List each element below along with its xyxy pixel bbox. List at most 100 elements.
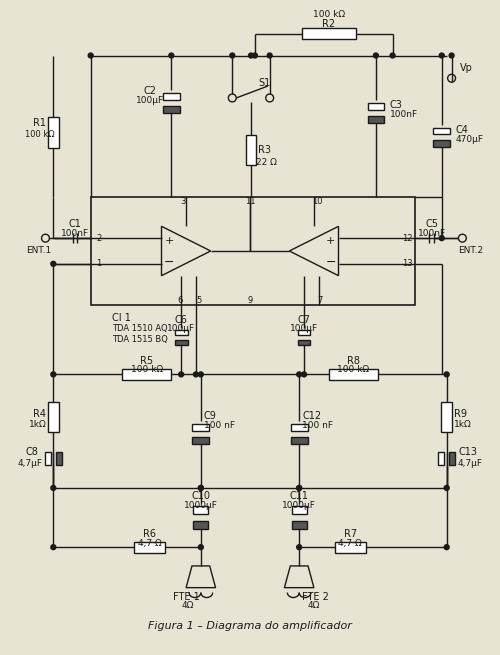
Polygon shape (290, 227, 339, 276)
Circle shape (42, 234, 50, 242)
Text: −: − (326, 256, 336, 269)
Circle shape (296, 372, 302, 377)
Bar (438, 452, 444, 465)
Circle shape (252, 53, 258, 58)
Text: C12: C12 (302, 411, 321, 421)
Circle shape (51, 545, 56, 550)
Circle shape (374, 53, 378, 58)
Text: C3: C3 (390, 100, 402, 110)
Circle shape (458, 234, 466, 242)
Bar (328, 369, 378, 380)
Circle shape (178, 372, 184, 377)
Bar (449, 452, 455, 465)
Text: 13: 13 (402, 259, 412, 269)
Circle shape (440, 236, 444, 240)
Text: 11: 11 (245, 197, 256, 206)
Circle shape (266, 94, 274, 102)
Circle shape (444, 372, 449, 377)
Text: TDA 1515 BQ: TDA 1515 BQ (112, 335, 168, 345)
Text: R6: R6 (143, 529, 156, 539)
Bar (434, 140, 450, 147)
Bar (90, 196, 415, 305)
Text: C13: C13 (459, 447, 478, 457)
Bar (45, 452, 51, 465)
Text: 100 kΩ: 100 kΩ (130, 365, 163, 374)
Text: FTE 1: FTE 1 (172, 591, 200, 601)
Text: C4: C4 (456, 124, 468, 134)
Bar (134, 542, 166, 553)
Text: S1: S1 (258, 78, 271, 88)
Text: 1kΩ: 1kΩ (454, 421, 471, 429)
Bar (56, 452, 62, 465)
Bar (194, 506, 208, 514)
Circle shape (194, 372, 198, 377)
Text: FTE 2: FTE 2 (302, 591, 330, 601)
Text: C9: C9 (204, 411, 216, 421)
Text: 22 Ω: 22 Ω (256, 158, 277, 166)
Text: −: − (164, 256, 174, 269)
Bar (163, 93, 180, 100)
Text: 4,7 Ω: 4,7 Ω (138, 538, 162, 548)
Circle shape (449, 53, 454, 58)
Circle shape (296, 485, 302, 491)
Text: +: + (326, 236, 336, 246)
Bar (48, 117, 58, 148)
Bar (298, 331, 310, 335)
Text: R9: R9 (454, 409, 467, 419)
Text: 3: 3 (180, 197, 186, 206)
Bar (291, 437, 308, 443)
Text: C5: C5 (426, 219, 438, 229)
Bar (298, 341, 310, 345)
Circle shape (169, 53, 174, 58)
Text: 4,7μF: 4,7μF (17, 458, 42, 468)
Bar (175, 341, 188, 345)
Text: Figura 1 – Diagrama do amplificador: Figura 1 – Diagrama do amplificador (148, 621, 352, 631)
Circle shape (448, 74, 456, 82)
Circle shape (198, 372, 203, 377)
Text: 470μF: 470μF (456, 135, 483, 144)
Circle shape (302, 372, 306, 377)
Text: 7: 7 (317, 296, 322, 305)
Bar (368, 103, 384, 110)
Bar (192, 437, 209, 443)
Text: 2: 2 (96, 234, 101, 242)
Text: 4Ω: 4Ω (308, 601, 320, 610)
Text: C10: C10 (192, 491, 210, 501)
Circle shape (51, 485, 56, 491)
Text: 100 nF: 100 nF (302, 421, 333, 430)
Bar (442, 402, 452, 432)
Text: 100μF: 100μF (290, 324, 318, 333)
Bar (292, 521, 306, 529)
Text: R8: R8 (347, 356, 360, 365)
Bar (334, 542, 366, 553)
Text: Vp: Vp (460, 64, 472, 73)
Text: 5: 5 (196, 296, 202, 305)
Text: 100 kΩ: 100 kΩ (25, 130, 54, 139)
Circle shape (230, 53, 235, 58)
Circle shape (198, 485, 203, 491)
Text: 100nF: 100nF (390, 110, 418, 119)
Bar (434, 128, 450, 134)
Text: R3: R3 (258, 145, 272, 155)
Text: 100nF: 100nF (61, 229, 89, 238)
Circle shape (248, 53, 254, 58)
Text: 4,7 Ω: 4,7 Ω (338, 538, 362, 548)
Circle shape (296, 485, 302, 491)
Text: C11: C11 (290, 491, 308, 501)
Bar (163, 106, 180, 113)
Bar (292, 506, 306, 514)
Bar (246, 136, 256, 165)
Text: 100nF: 100nF (418, 229, 446, 238)
Circle shape (444, 485, 449, 491)
Circle shape (390, 53, 395, 58)
Text: 4,7μF: 4,7μF (458, 458, 483, 468)
Text: R5: R5 (140, 356, 153, 365)
Text: TDA 1510 AQ: TDA 1510 AQ (112, 324, 168, 333)
Text: C6: C6 (174, 315, 188, 325)
Bar (368, 116, 384, 122)
Text: 12: 12 (402, 234, 412, 242)
Polygon shape (186, 566, 216, 588)
Text: 1000μF: 1000μF (282, 501, 316, 510)
Text: C2: C2 (143, 86, 156, 96)
Text: C8: C8 (26, 447, 38, 457)
